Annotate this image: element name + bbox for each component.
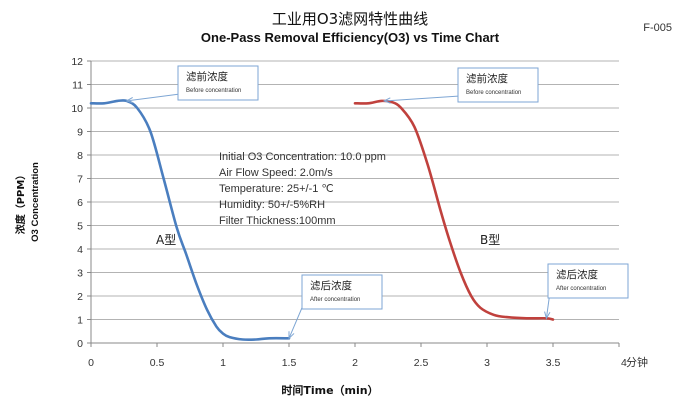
callout-box (177, 65, 259, 101)
x-tick-label: 3 (484, 357, 490, 369)
x-tick-label: 0.5 (150, 357, 165, 369)
x-tick-label: 2 (352, 357, 358, 369)
callout-label-cn: 滤后浓度 (556, 268, 598, 281)
y-tick-label: 11 (72, 80, 83, 92)
series-line-a (89, 99, 291, 342)
y-tick-label: 10 (71, 103, 83, 115)
y-tick-label: 0 (77, 338, 83, 350)
series-label-b: B型 (480, 233, 500, 247)
callout-label-en: Before concentration (466, 90, 521, 96)
condition-line: Air Flow Speed: 2.0m/s (219, 167, 333, 179)
x-tick-label: 2.5 (414, 357, 429, 369)
callout-label-cn: 滤前浓度 (466, 72, 508, 85)
callout-label-en: After concentration (310, 297, 360, 303)
x-tick-label: 1 (220, 357, 226, 369)
callout-label-cn: 滤前浓度 (186, 70, 228, 83)
x-tick-label: 3.5 (546, 357, 561, 369)
callout-pointer (126, 93, 181, 102)
annotation-callout: 滤后浓度 After concentration (544, 263, 629, 320)
callout-box (301, 274, 383, 310)
callout-arrowhead (382, 97, 391, 104)
y-tick-label: 3 (77, 268, 83, 280)
annotations: 滤前浓度 Before concentration 滤后浓度 After concen… (125, 65, 629, 340)
chart-title-cn: 工业用O3滤网特性曲线 (271, 10, 429, 28)
condition-line: Filter Thickness:100mm (219, 215, 336, 227)
annotation-callout: 滤后浓度 After concentration (288, 274, 383, 340)
callout-arrowhead (125, 96, 134, 104)
x-tick-label: 0 (88, 357, 94, 369)
grid (91, 60, 619, 320)
y-tick-label: 9 (77, 127, 83, 139)
y-tick-label: 7 (77, 174, 83, 186)
y-tick-label: 1 (77, 315, 83, 327)
callout-label-cn: 滤后浓度 (310, 279, 352, 292)
callout-pointer (384, 95, 461, 102)
annotation-callout: 滤前浓度 Before concentration (382, 67, 539, 104)
x-tick-label: 1.5 (282, 357, 297, 369)
condition-line: Humidity: 50+/-5%RH (219, 199, 325, 211)
x-tick-labels: 0 0.5 1 1.5 2 2.5 3 3.5 4 (88, 343, 627, 369)
y-axis-title-en: O3 Concentration (30, 162, 41, 242)
y-tick-label: 4 (77, 244, 83, 256)
annotation-callout: 滤前浓度 Before concentration (125, 65, 259, 104)
callout-box (547, 263, 629, 299)
y-tick-label: 5 (77, 221, 83, 233)
condition-line: Temperature: 25+/-1 ℃ (219, 183, 334, 195)
y-tick-label: 2 (77, 291, 83, 303)
document-code: F-005 (643, 22, 672, 34)
y-tick-label: 8 (77, 150, 83, 162)
series-line-b (353, 99, 555, 321)
y-axis-title: 浓度（PPM） O3 Concentration (14, 162, 41, 242)
condition-line: Initial O3 Concentration: 10.0 ppm (219, 151, 386, 163)
y-axis-title-cn: 浓度（PPM） (14, 170, 27, 235)
callout-label-en: Before concentration (186, 88, 241, 94)
series (89, 99, 555, 342)
x-axis-title: 时间Time（min） (281, 383, 378, 397)
y-tick-label: 6 (77, 197, 83, 209)
series-label-a: A型 (156, 233, 176, 247)
chart-title-en: One-Pass Removal Efficiency(O3) vs Time … (200, 30, 500, 45)
callout-label-en: After concentration (556, 286, 606, 292)
callout-box (457, 67, 539, 103)
callout-arrowhead (544, 311, 551, 320)
x-axis-unit: 分钟 (626, 355, 648, 369)
y-tick-label: 12 (71, 56, 83, 68)
callout-arrowhead (288, 331, 295, 340)
test-conditions: Initial O3 Concentration: 10.0 ppm Air F… (219, 151, 386, 227)
x-tick-label: 4 (621, 357, 627, 369)
